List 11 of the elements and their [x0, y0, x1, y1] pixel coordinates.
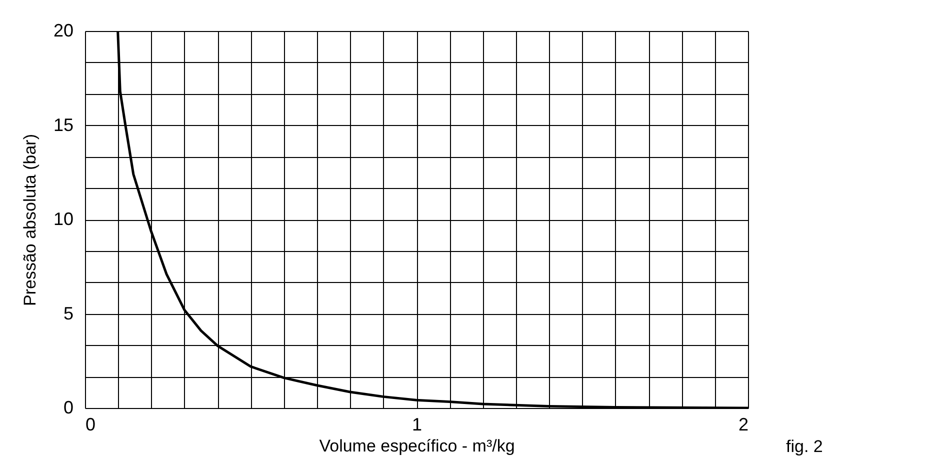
- y-tick-label: 10: [53, 209, 74, 229]
- x-tick-label: 0: [86, 414, 96, 434]
- x-tick-label: 2: [738, 414, 748, 434]
- y-tick-label: 20: [53, 20, 74, 40]
- x-axis-title: Volume específico - m³/kg: [319, 436, 515, 456]
- y-tick-label: 0: [63, 398, 74, 418]
- y-tick-label: 5: [63, 303, 74, 324]
- caption: fig. 2: [786, 437, 823, 456]
- x-tick-label: 1: [412, 414, 422, 434]
- y-tick-label: 15: [53, 114, 74, 135]
- y-axis-title: Pressão absoluta (bar): [20, 134, 40, 306]
